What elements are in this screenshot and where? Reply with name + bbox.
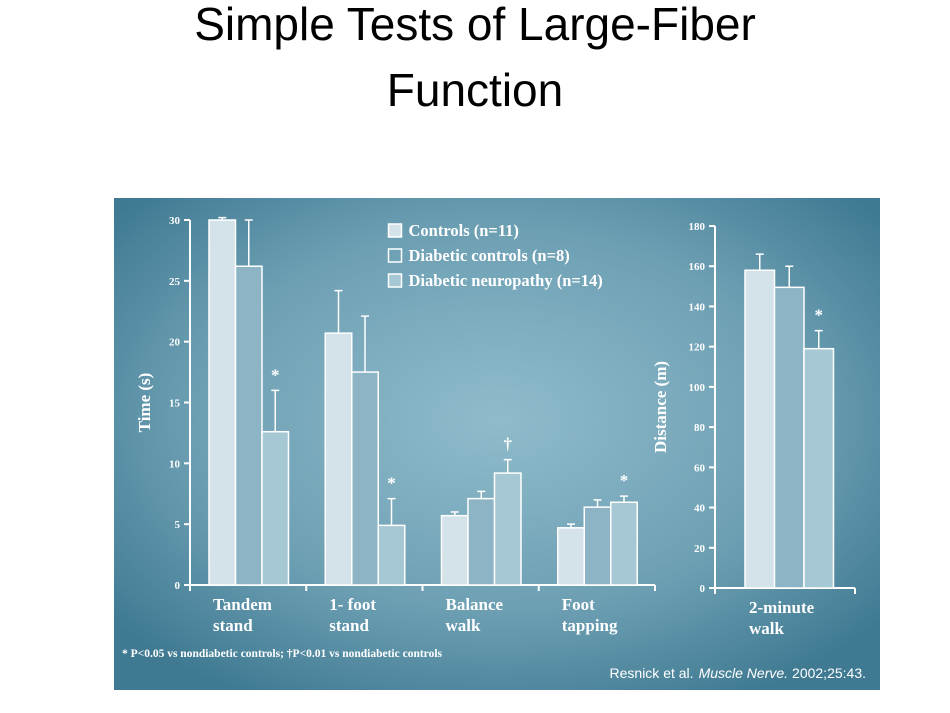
source: Resnick et al. Muscle Nerve. 2002;25:43. (610, 665, 866, 681)
x-tick-label-line: stand (213, 616, 253, 635)
footnote: * P<0.05 vs nondiabetic controls; †P<0.0… (122, 648, 443, 660)
significance-marker: * (620, 471, 629, 490)
bar (324, 332, 353, 586)
bar (493, 472, 522, 586)
bar (583, 506, 612, 586)
y-tick-label: 15 (169, 398, 181, 410)
bar (440, 514, 469, 586)
bar (557, 527, 585, 586)
bar (377, 524, 406, 586)
x-tick-label: Balance walk (446, 595, 504, 635)
error-bar (334, 289, 343, 334)
error-bar (755, 253, 764, 271)
y-tick-label: 60 (694, 462, 706, 474)
y-axis-title: Time (s) (135, 373, 154, 433)
x-tick-label-line: 1- foot (329, 595, 376, 614)
y-axis-title: Distance (m) (651, 361, 670, 453)
error-bar (271, 389, 280, 432)
y-tick-label: 0 (700, 583, 706, 595)
bar (773, 286, 805, 589)
legend-swatch (387, 273, 403, 288)
legend-label: Diabetic controls (n=8) (409, 246, 570, 265)
error-bar (450, 511, 459, 516)
x-tick-label-line: stand (329, 616, 369, 635)
bar (234, 265, 263, 586)
x-tick-label: 2-minute walk (749, 598, 815, 638)
x-tick-label-line: 2-minute (749, 598, 815, 617)
x-tick-label-line: Balance (446, 595, 504, 614)
y-tick-label: 180 (689, 221, 706, 233)
bar (467, 497, 496, 586)
legend-swatch (387, 223, 403, 238)
bar (744, 269, 776, 589)
error-bar (814, 329, 823, 349)
error-bar (785, 265, 794, 288)
source-journal: Muscle Nerve. (699, 665, 788, 681)
error-bar (361, 315, 369, 373)
error-bar (244, 219, 253, 267)
y-tick-label: 100 (689, 382, 706, 394)
y-tick-label: 20 (694, 543, 706, 555)
significance-marker: * (271, 365, 280, 384)
bar (803, 347, 835, 589)
y-tick-label: 120 (689, 342, 706, 354)
y-tick-label: 10 (169, 458, 181, 470)
significance-marker: † (504, 435, 513, 454)
legend-label: Diabetic neuropathy (n=14) (409, 271, 603, 290)
x-tick-label-line: Tandem (213, 595, 272, 614)
bar (261, 430, 290, 586)
x-tick-label: 1- foot stand (329, 595, 376, 635)
y-tick-label: 0 (175, 580, 181, 592)
slide-title: Simple Tests of Large-Fiber Function (194, 0, 756, 116)
x-tick-label-line: tapping (562, 616, 618, 635)
bar (610, 501, 638, 586)
error-bar (567, 523, 575, 528)
x-tick-label: Foot tapping (562, 595, 618, 635)
y-tick-label: 25 (169, 276, 181, 288)
error-bar (593, 499, 602, 508)
error-bar (387, 497, 396, 526)
significance-marker: * (815, 306, 824, 325)
error-bar (620, 495, 628, 503)
error-bar (218, 216, 227, 220)
y-tick-label: 80 (694, 422, 706, 434)
source-authors: Resnick et al. (610, 665, 694, 681)
x-tick-label: Tandem stand (213, 595, 272, 635)
y-tick-label: 20 (169, 337, 181, 349)
bar (208, 219, 237, 586)
x-tick-label-line: Foot (562, 595, 595, 614)
significance-marker: * (387, 474, 396, 493)
y-tick-label: 30 (169, 215, 181, 227)
legend-swatch (387, 248, 403, 263)
error-bar (503, 458, 512, 474)
error-bar (477, 490, 486, 499)
source-citation: 2002;25:43. (792, 665, 866, 681)
y-tick-label: 140 (689, 301, 706, 313)
y-tick-label: 40 (694, 503, 706, 515)
x-tick-label-line: walk (749, 619, 785, 638)
y-tick-label: 5 (175, 519, 181, 531)
legend-label: Controls (n=11) (409, 221, 519, 240)
bar (351, 371, 379, 586)
x-tick-label-line: walk (446, 616, 482, 635)
y-tick-label: 160 (689, 261, 706, 273)
